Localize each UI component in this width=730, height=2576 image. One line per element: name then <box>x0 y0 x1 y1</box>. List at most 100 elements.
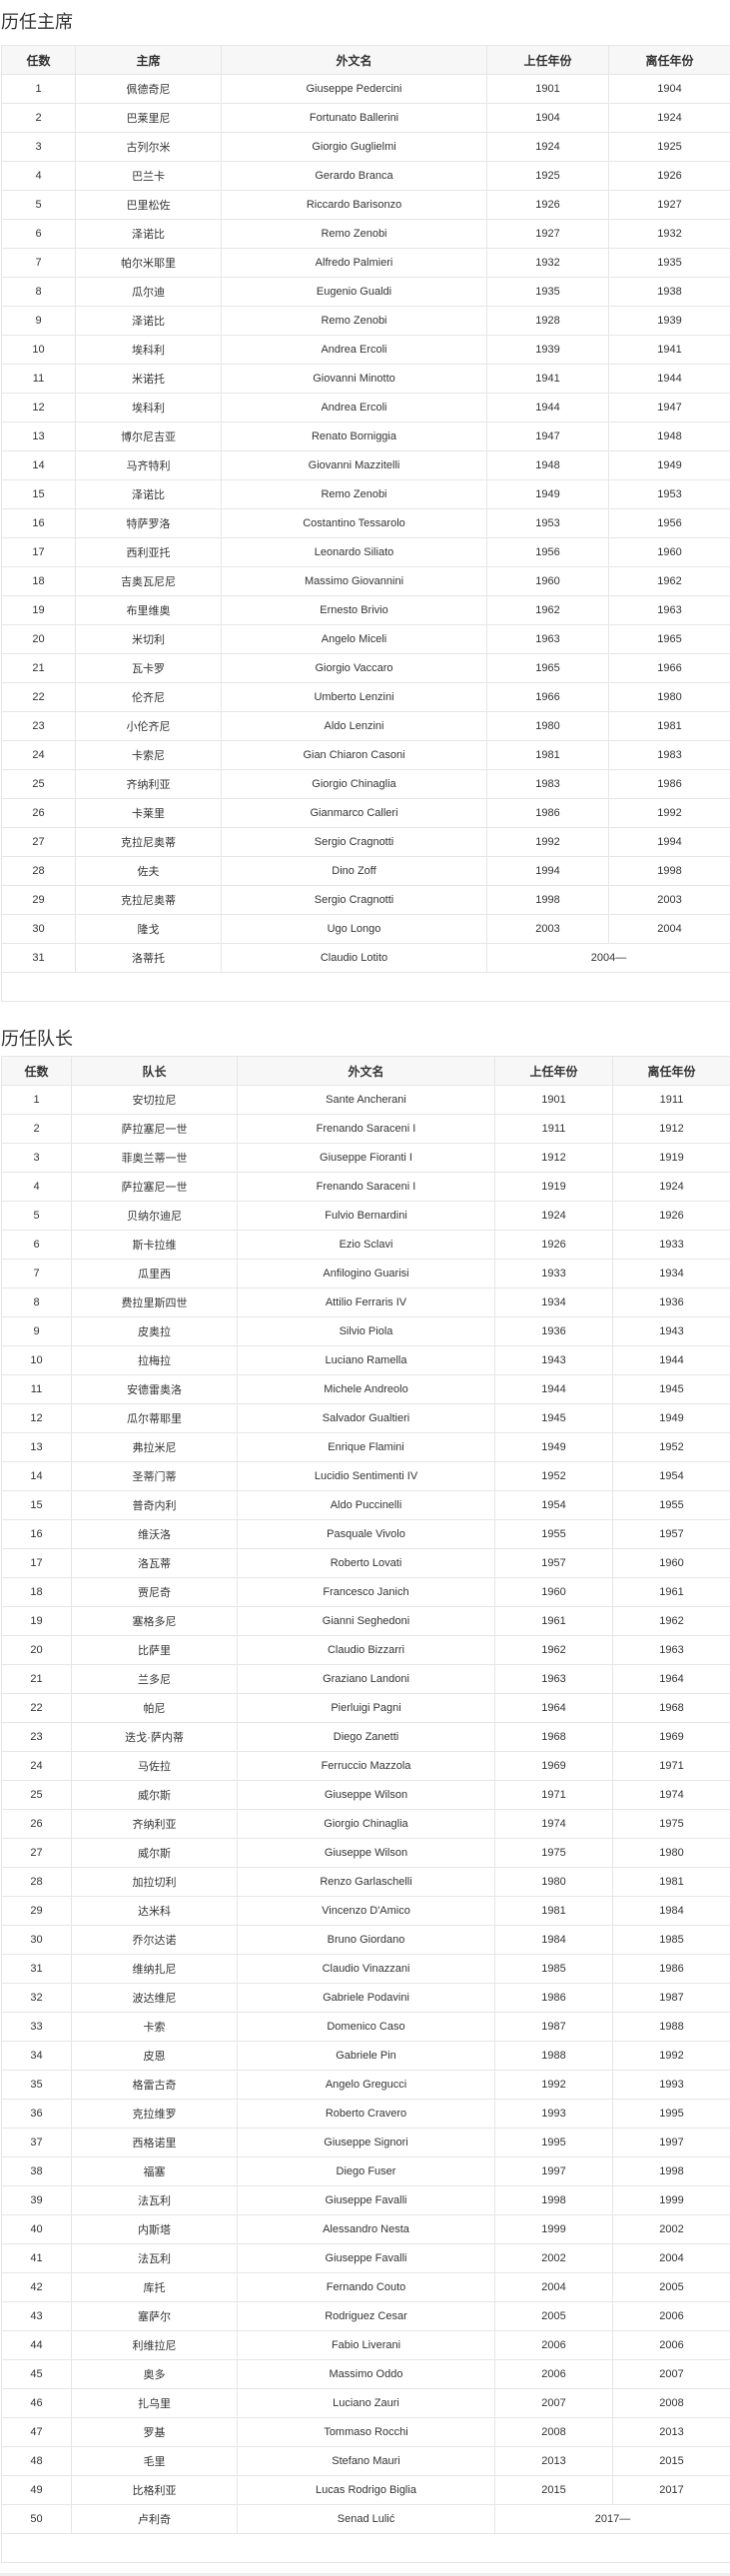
end-year-cell: 1994 <box>609 828 730 857</box>
foreign-name-cell: Fabio Liverani <box>238 2331 495 2360</box>
end-year-cell: 1948 <box>609 423 730 451</box>
foreign-name-cell: Alfredo Palmieri <box>222 249 487 278</box>
chinese-name-cell: 内斯塔 <box>72 2215 238 2244</box>
term-cell: 29 <box>2 1897 72 1926</box>
chinese-name-cell: 卡莱里 <box>76 799 222 828</box>
start-year-cell: 1944 <box>495 1375 613 1404</box>
start-year-cell: 2015 <box>495 2476 613 2505</box>
end-year-cell: 1983 <box>609 741 730 770</box>
chinese-name-cell: 加拉切利 <box>72 1868 238 1897</box>
term-cell: 41 <box>2 2244 72 2273</box>
chinese-name-cell: 菲奥兰蒂一世 <box>72 1144 238 1173</box>
start-year-cell: 1925 <box>487 162 609 191</box>
start-year-cell: 1980 <box>495 1868 613 1897</box>
foreign-name-cell: Ugo Longo <box>222 915 487 944</box>
chinese-name-cell: 西利亚托 <box>76 538 222 567</box>
foreign-name-cell: Giuseppe Favalli <box>238 2186 495 2215</box>
foreign-name-cell: Andrea Ercoli <box>222 336 487 365</box>
term-cell: 6 <box>2 220 76 249</box>
end-year-cell: 1968 <box>613 1694 730 1723</box>
end-year-cell: 1938 <box>609 278 730 307</box>
end-year-cell: 2008 <box>613 2389 730 2418</box>
end-year-cell: 1960 <box>613 1549 730 1578</box>
start-year-cell: 1912 <box>495 1144 613 1173</box>
foreign-name-cell: Michele Andreolo <box>238 1375 495 1404</box>
presidents-title: 历任主席 <box>0 0 730 45</box>
start-year-cell: 2008 <box>495 2418 613 2447</box>
tenure-cell: 2004— <box>487 944 730 973</box>
chinese-name-cell: 泽诺比 <box>76 480 222 509</box>
chinese-name-cell: 克拉维罗 <box>72 2100 238 2129</box>
end-year-cell: 1904 <box>609 75 730 104</box>
start-year-cell: 1939 <box>487 336 609 365</box>
start-year-cell: 2003 <box>487 915 609 944</box>
start-year-cell: 1928 <box>487 307 609 336</box>
foreign-name-cell: Domenico Caso <box>238 2013 495 2042</box>
chinese-name-cell: 克拉尼奥蒂 <box>76 828 222 857</box>
term-cell: 20 <box>2 1636 72 1665</box>
foreign-name-cell: Roberto Lovati <box>238 1549 495 1578</box>
chinese-name-cell: 泽诺比 <box>76 220 222 249</box>
end-year-cell: 1924 <box>613 1173 730 1202</box>
foreign-name-cell: Remo Zenobi <box>222 220 487 249</box>
foreign-name-cell: Giovanni Minotto <box>222 365 487 394</box>
start-year-cell: 1994 <box>487 857 609 886</box>
end-year-cell: 1999 <box>613 2186 730 2215</box>
foreign-name-cell: Giuseppe Pedercini <box>222 75 487 104</box>
chinese-name-cell: 扎乌里 <box>72 2389 238 2418</box>
foreign-name-cell: Fernando Couto <box>238 2273 495 2302</box>
start-year-cell: 1983 <box>487 770 609 799</box>
chinese-name-cell: 埃科利 <box>76 336 222 365</box>
start-year-cell: 1962 <box>495 1636 613 1665</box>
term-cell: 2 <box>2 104 76 133</box>
term-cell: 25 <box>2 1781 72 1810</box>
start-year-cell: 2002 <box>495 2244 613 2273</box>
end-year-cell: 2005 <box>613 2273 730 2302</box>
end-year-cell: 1919 <box>613 1144 730 1173</box>
foreign-name-cell: Massimo Oddo <box>238 2360 495 2389</box>
foreign-name-cell: Bruno Giordano <box>238 1926 495 1955</box>
foreign-name-cell: Claudio Bizzarri <box>238 1636 495 1665</box>
chinese-name-cell: 卢利奇 <box>72 2505 238 2534</box>
foreign-name-cell: Giuseppe Wilson <box>238 1839 495 1868</box>
foreign-name-cell: Giorgio Guglielmi <box>222 133 487 162</box>
term-cell: 24 <box>2 741 76 770</box>
chinese-name-cell: 维沃洛 <box>72 1520 238 1549</box>
start-year-cell: 1956 <box>487 538 609 567</box>
foreign-name-cell: Remo Zenobi <box>222 480 487 509</box>
chinese-name-cell: 兰多尼 <box>72 1665 238 1694</box>
start-year-cell: 1927 <box>487 220 609 249</box>
start-year-cell: 1997 <box>495 2157 613 2186</box>
chinese-name-cell: 泽诺比 <box>76 307 222 336</box>
col-header-president: 主席 <box>76 46 222 75</box>
chinese-name-cell: 塞萨尔 <box>72 2302 238 2331</box>
start-year-cell: 1935 <box>487 278 609 307</box>
start-year-cell: 1975 <box>495 1839 613 1868</box>
term-cell: 27 <box>2 828 76 857</box>
foreign-name-cell: Massimo Giovannini <box>222 567 487 596</box>
end-year-cell: 2004 <box>609 915 730 944</box>
term-cell: 26 <box>2 1810 72 1839</box>
end-year-cell: 1971 <box>613 1752 730 1781</box>
term-cell: 4 <box>2 162 76 191</box>
end-year-cell: 1981 <box>609 712 730 741</box>
term-cell: 31 <box>2 944 76 973</box>
col-header-foreign-name: 外文名 <box>222 46 487 75</box>
term-cell: 28 <box>2 857 76 886</box>
